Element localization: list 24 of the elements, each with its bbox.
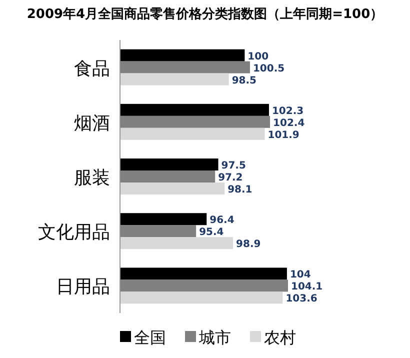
data-label: 101.9: [268, 130, 300, 141]
data-label: 97.2: [218, 172, 243, 184]
y-tick-label: 服装: [74, 168, 110, 188]
data-label: 98.1: [228, 184, 252, 196]
data-label: 104: [290, 270, 311, 281]
legend-label: 城市: [198, 328, 231, 347]
data-label: 102.3: [272, 106, 304, 117]
data-label: 100: [248, 51, 269, 62]
chart-title: 2009年4月全国商品零售价格分类指数图（上年同期=100）: [26, 6, 384, 22]
legend-label: 全国: [134, 328, 166, 347]
data-label: 98.5: [232, 75, 257, 86]
data-label: 98.9: [236, 239, 261, 250]
y-tick-label: 文化用品: [38, 222, 110, 244]
data-label: 100.5: [252, 63, 285, 74]
data-label: 102.4: [273, 118, 305, 129]
data-label: 104.1: [291, 282, 323, 293]
data-label: 95.4: [199, 227, 224, 238]
y-tick-label: 日用品: [56, 276, 110, 298]
data-label: 97.5: [221, 160, 246, 172]
y-tick-label: 食品: [74, 58, 110, 80]
data-label: 96.4: [210, 215, 234, 226]
legend-label: 农村: [264, 328, 296, 347]
data-label: 103.6: [286, 294, 318, 305]
y-tick-label: 烟酒: [74, 112, 110, 134]
